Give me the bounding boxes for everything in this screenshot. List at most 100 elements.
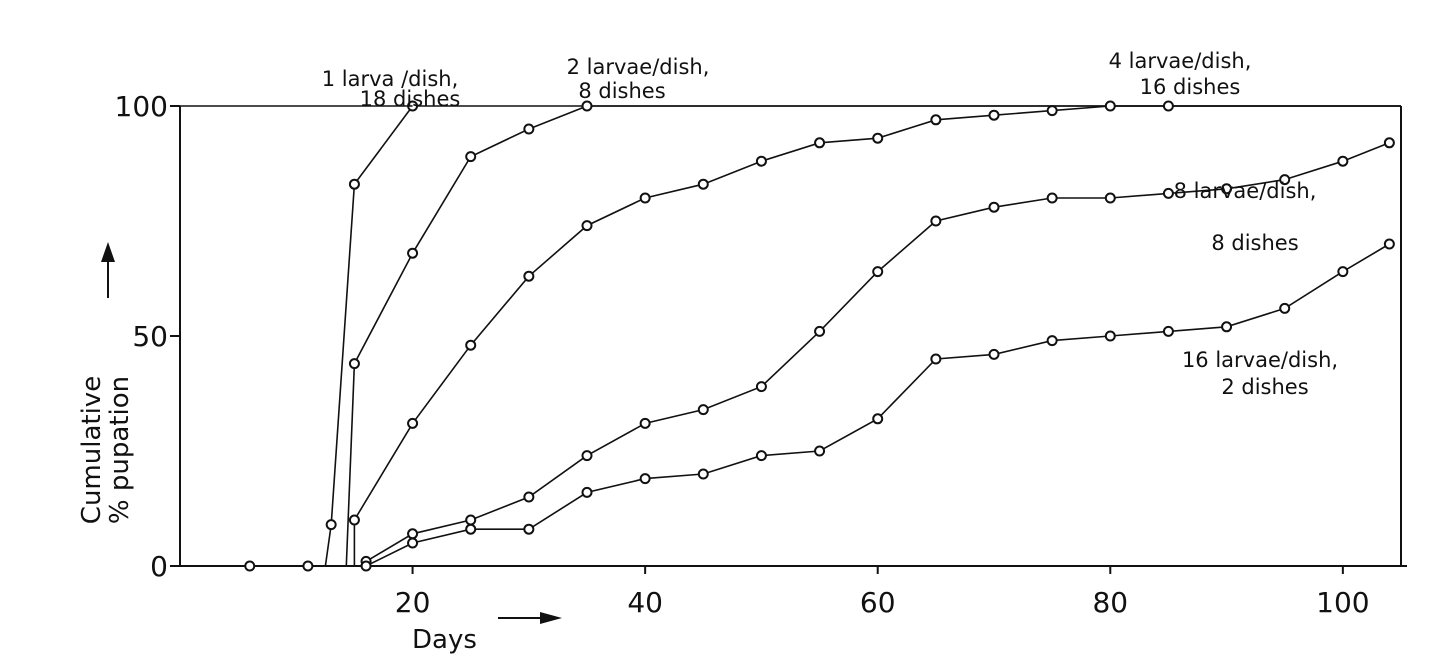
- data-point: [755, 381, 767, 393]
- data-point: [988, 201, 1000, 213]
- series-5: [360, 238, 1395, 572]
- series-label-line: 18 dishes: [360, 87, 461, 111]
- x-tick-label: 100: [1316, 586, 1369, 619]
- y-tick-label: 0: [150, 550, 168, 583]
- ticks: 20 40 60 80 100 0 50 100: [115, 90, 1370, 619]
- data-point: [581, 100, 593, 112]
- data-point: [1337, 155, 1349, 167]
- series-line: [353, 105, 1169, 566]
- series-label-line: 2 larvae/dish,: [567, 55, 710, 79]
- data-point: [1383, 238, 1395, 250]
- y-axis-arrow: [101, 242, 115, 298]
- series-label-line: 8 dishes: [1211, 231, 1298, 255]
- data-point: [814, 325, 826, 337]
- series-label-line: 4 larvae/dish,: [1109, 49, 1252, 73]
- data-point: [1046, 192, 1058, 204]
- x-tick-label: 80: [1092, 586, 1128, 619]
- data-point: [523, 123, 535, 135]
- data-point: [872, 413, 884, 425]
- series-label-line: 1 larva /dish,: [322, 67, 459, 91]
- series-label-line: 2 dishes: [1221, 375, 1308, 399]
- data-point: [639, 473, 651, 485]
- data-point: [1046, 105, 1058, 117]
- series-4: [359, 137, 1395, 567]
- baseline-point: [244, 560, 256, 572]
- axes: [101, 106, 1407, 624]
- data-point: [407, 537, 419, 549]
- data-point: [1162, 187, 1174, 199]
- x-arrow-head: [540, 612, 562, 624]
- data-point: [1162, 325, 1174, 337]
- data-point: [697, 468, 709, 480]
- data-point: [930, 215, 942, 227]
- data-point: [1279, 174, 1291, 186]
- series-line: [345, 105, 588, 567]
- data-point: [872, 266, 884, 278]
- data-point: [523, 523, 535, 535]
- data-point: [697, 178, 709, 190]
- series-3: [348, 100, 1401, 566]
- data-point: [1104, 100, 1116, 112]
- data-point: [872, 132, 884, 144]
- data-point: [523, 270, 535, 282]
- data-point: [1221, 321, 1233, 333]
- x-tick-label: 20: [395, 586, 431, 619]
- axis-titles: Days Cumulative % pupation: [77, 376, 477, 655]
- data-point: [360, 560, 372, 572]
- data-point: [755, 155, 767, 167]
- data-point: [325, 519, 337, 531]
- data-point: [755, 450, 767, 462]
- data-point: [639, 192, 651, 204]
- series-line: [324, 105, 414, 567]
- series-line: [359, 142, 1390, 567]
- data-point: [1046, 335, 1058, 347]
- series-1: [324, 100, 1401, 567]
- data-point: [1279, 302, 1291, 314]
- data-point: [1104, 330, 1116, 342]
- data-point: [465, 514, 477, 526]
- data-point: [407, 417, 419, 429]
- data-point: [930, 353, 942, 365]
- series-2: [345, 100, 1401, 567]
- data-point: [1383, 137, 1395, 149]
- x-tick-label: 60: [860, 586, 896, 619]
- y-axis-title-line2: % pupation: [105, 376, 135, 524]
- data-point: [697, 404, 709, 416]
- data-point: [988, 348, 1000, 360]
- data-point: [407, 247, 419, 259]
- x-axis-title: Days: [412, 625, 477, 655]
- data-point: [465, 151, 477, 163]
- data-point: [407, 528, 419, 540]
- data-point: [1162, 100, 1174, 112]
- x-axis-arrow: [498, 612, 562, 624]
- data-point: [988, 109, 1000, 121]
- data-point: [348, 178, 360, 190]
- data-point: [814, 445, 826, 457]
- data-point: [1104, 192, 1116, 204]
- x-tick-label: 40: [627, 586, 663, 619]
- data-point: [639, 417, 651, 429]
- data-point: [348, 514, 360, 526]
- data-point: [1221, 183, 1233, 195]
- y-arrow-head: [101, 242, 115, 262]
- y-tick-label: 100: [115, 90, 168, 123]
- data-point: [930, 114, 942, 126]
- data-point: [465, 339, 477, 351]
- baseline-point: [302, 560, 314, 572]
- series-line: [363, 243, 1390, 567]
- data-point: [465, 523, 477, 535]
- y-axis-title-line1: Cumulative: [77, 376, 107, 524]
- data-point: [581, 486, 593, 498]
- y-tick-label: 50: [132, 320, 168, 353]
- data-point: [581, 450, 593, 462]
- data-point: [814, 137, 826, 149]
- series-label-line: 16 larvae/dish,: [1182, 348, 1338, 372]
- data-point: [348, 358, 360, 370]
- series-label-line: 8 dishes: [578, 79, 665, 103]
- series-label-line: 16 dishes: [1140, 75, 1241, 99]
- data-point: [581, 220, 593, 232]
- series-group: [180, 100, 1401, 572]
- data-point: [523, 491, 535, 503]
